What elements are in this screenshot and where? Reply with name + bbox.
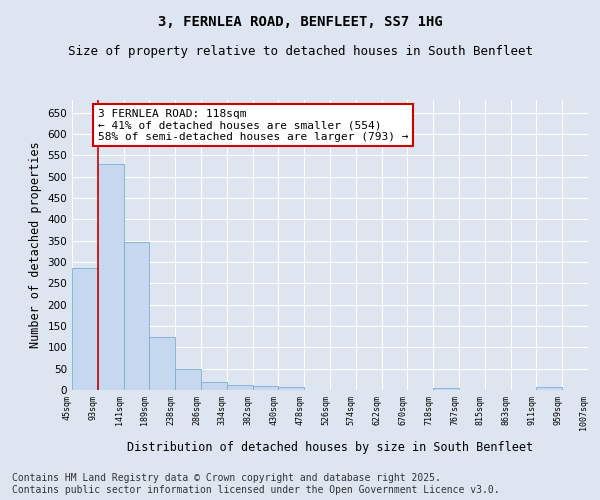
Text: 3, FERNLEA ROAD, BENFLEET, SS7 1HG: 3, FERNLEA ROAD, BENFLEET, SS7 1HG <box>158 15 442 29</box>
Y-axis label: Number of detached properties: Number of detached properties <box>29 142 42 348</box>
Text: Size of property relative to detached houses in South Benfleet: Size of property relative to detached ho… <box>67 45 533 58</box>
Bar <box>175 368 201 390</box>
X-axis label: Distribution of detached houses by size in South Benfleet: Distribution of detached houses by size … <box>127 441 533 454</box>
Bar <box>201 382 227 390</box>
Text: Contains HM Land Registry data © Crown copyright and database right 2025.
Contai: Contains HM Land Registry data © Crown c… <box>12 474 500 495</box>
Bar <box>278 388 304 390</box>
Text: 3 FERNLEA ROAD: 118sqm
← 41% of detached houses are smaller (554)
58% of semi-de: 3 FERNLEA ROAD: 118sqm ← 41% of detached… <box>98 108 409 142</box>
Bar <box>72 268 98 390</box>
Bar <box>536 388 562 390</box>
Bar <box>253 386 278 390</box>
Bar <box>433 388 459 390</box>
Bar <box>149 336 175 390</box>
Bar <box>124 242 149 390</box>
Bar <box>227 385 253 390</box>
Bar <box>98 164 124 390</box>
